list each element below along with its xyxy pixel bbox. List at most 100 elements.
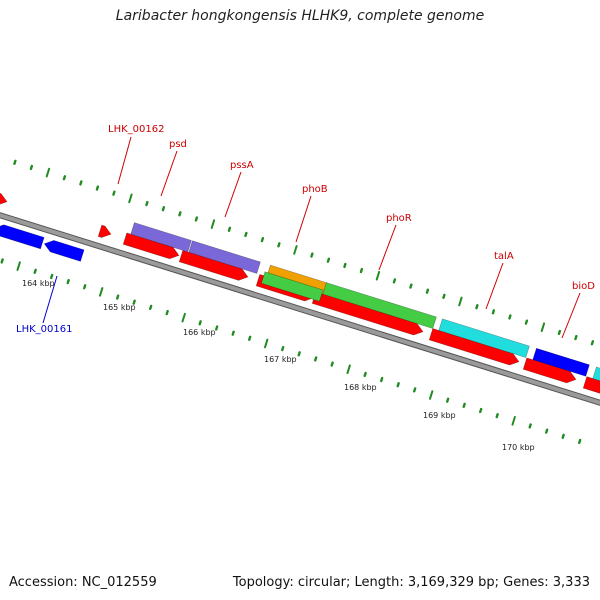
scale-major-tick-outer — [458, 296, 463, 307]
scale-dot-outer — [161, 206, 166, 212]
scale-dot-inner — [297, 351, 301, 357]
cds-arrow — [522, 357, 577, 384]
gene-label-leader — [160, 150, 178, 197]
scale-tick-label: 168 kbp — [344, 383, 377, 392]
scale-major-tick-inner — [511, 415, 516, 426]
scale-dot-outer — [442, 293, 446, 299]
cds-arrow — [428, 328, 520, 366]
scale-dot-inner — [83, 284, 87, 290]
gene-label: bioD — [572, 281, 595, 292]
scale-dot-outer — [590, 340, 595, 346]
gene-label-leader — [378, 224, 397, 271]
scale-dot-outer — [359, 267, 364, 274]
gene-arrow-reverse — [43, 240, 85, 262]
scale-dot-inner — [116, 294, 120, 300]
scale-major-tick-outer — [128, 193, 133, 204]
scale-dot-outer — [425, 288, 430, 294]
accession-text: Accession: NC_012559 — [9, 575, 157, 590]
scale-major-tick-outer — [45, 167, 51, 178]
gene-bar-psd — [130, 222, 192, 253]
scale-dot-outer — [178, 211, 182, 217]
scale-dot-outer — [310, 252, 314, 258]
scale-dot-outer — [79, 180, 83, 186]
gene-label: pssA — [230, 160, 254, 171]
scale-dot-inner — [0, 258, 4, 264]
scale-dot-inner — [479, 407, 483, 414]
gene-label: talA — [494, 251, 514, 262]
gene-bar-bioD — [532, 347, 590, 377]
cds-arrow — [122, 232, 180, 260]
scale-major-tick-inner — [263, 338, 269, 349]
scale-tick-label: 165 kbp — [103, 303, 136, 312]
scale-dot-outer — [62, 175, 67, 181]
gene-bar-phoB-green — [261, 271, 324, 302]
gene-label-leader — [295, 195, 312, 243]
scale-dot-inner — [495, 413, 499, 419]
cds-arrow — [178, 250, 249, 281]
scale-tick-label: 164 kbp — [22, 279, 55, 288]
gene-label-leader — [42, 275, 58, 324]
scale-dot-inner — [446, 397, 450, 403]
scale-dot-inner — [215, 325, 219, 331]
scale-dot-outer — [343, 262, 347, 269]
scale-dot-outer — [13, 159, 17, 165]
gene-bar-next — [592, 366, 600, 382]
gene-label: phoR — [386, 213, 412, 224]
scale-dot-outer — [574, 334, 578, 341]
scale-dot-inner — [363, 371, 367, 378]
scale-major-tick-outer — [293, 245, 298, 255]
gene-bar-pssA — [188, 240, 261, 274]
gene-label: LHK_00161 — [16, 324, 72, 335]
scale-dot-inner — [545, 428, 549, 434]
scale-dot-inner — [314, 356, 318, 362]
scale-dot-inner — [231, 330, 235, 336]
scale-dot-inner — [462, 402, 466, 408]
scale-tick-label: 166 kbp — [183, 328, 216, 337]
scale-dot-outer — [29, 164, 34, 171]
scale-major-tick-inner — [428, 390, 434, 400]
scale-major-tick-outer — [210, 219, 216, 229]
scale-dot-inner — [528, 423, 532, 429]
gene-arrow-reverse — [0, 224, 45, 250]
gene-label-leader — [561, 292, 581, 339]
gene-label-leader — [485, 262, 504, 310]
map-title: Laribacter hongkongensis HLHK9, complete… — [115, 8, 485, 24]
backbone-line — [0, 213, 600, 405]
gene-label: psd — [169, 139, 187, 150]
gene-bar-talA — [438, 318, 530, 358]
gene-label: phoB — [302, 184, 328, 195]
scale-dot-outer — [491, 309, 496, 315]
scale-dot-outer — [475, 304, 479, 310]
scale-dot-outer — [392, 278, 397, 284]
scale-major-tick-inner — [346, 364, 351, 375]
scale-dot-inner — [149, 304, 153, 311]
scale-dot-inner — [50, 273, 54, 280]
scale-dot-outer — [409, 283, 413, 289]
scale-dot-outer — [260, 236, 265, 243]
scale-dot-outer — [524, 319, 529, 325]
scale-dot-inner — [413, 387, 417, 393]
gene-label-leader — [117, 136, 132, 185]
scale-dot-outer — [194, 216, 199, 222]
scale-dot-outer — [227, 226, 232, 232]
scale-dot-inner — [578, 438, 582, 445]
scale-dot-outer — [112, 190, 116, 196]
scale-dot-outer — [277, 242, 281, 248]
scale-dot-outer — [95, 185, 100, 191]
cds-arrow — [311, 291, 424, 336]
cds-arrow — [582, 376, 600, 394]
scale-dot-inner — [132, 299, 136, 305]
scale-dot-outer — [145, 200, 149, 207]
scale-tick-label: 170 kbp — [502, 443, 535, 452]
cds-arrow — [97, 224, 112, 238]
scale-dot-inner — [198, 320, 202, 326]
scale-dot-outer — [244, 231, 248, 238]
scale-dot-outer — [508, 314, 512, 320]
gene-bar-phoR — [322, 282, 437, 329]
scale-major-tick-inner — [181, 312, 186, 323]
cds-arrow — [0, 192, 8, 205]
gene-label-leader — [224, 171, 242, 218]
gene-label: LHK_00162 — [108, 124, 164, 135]
scale-major-tick-inner — [16, 261, 21, 271]
